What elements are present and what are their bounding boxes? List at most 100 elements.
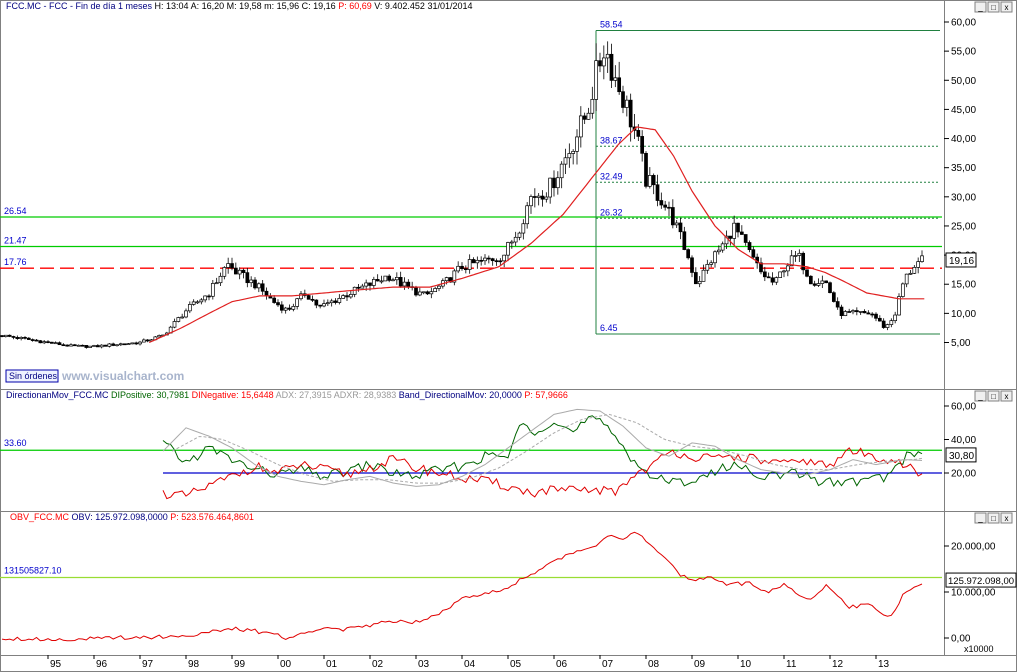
x-tick-label: 07 (602, 659, 614, 670)
window-control-label[interactable]: x (1005, 514, 1009, 523)
candle-body (774, 277, 779, 283)
candle-body (138, 341, 142, 345)
candle-body (578, 115, 583, 138)
candle-body (72, 344, 77, 347)
window-control-button[interactable] (974, 1, 987, 13)
candle-body (644, 152, 648, 187)
last-value-label: 125.972.098,00 (948, 576, 1014, 587)
candle-body (862, 311, 867, 314)
window-control-label[interactable]: x (1005, 392, 1009, 401)
candle-body (701, 269, 706, 282)
candle-body (118, 343, 123, 346)
window-control-button[interactable] (1000, 512, 1013, 524)
candle-body (19, 336, 24, 339)
candle-body (233, 267, 238, 275)
candle-body (663, 204, 668, 208)
indicator1-field-1: DIPositive: 30,7981 (111, 390, 192, 400)
candle-body (866, 312, 871, 315)
candle-body (678, 222, 683, 233)
x-tick-label: 99 (234, 659, 246, 670)
candle-body (502, 254, 507, 262)
candle-body (264, 290, 269, 297)
candle-body (778, 271, 783, 278)
y-tick-label: 35,00 (951, 163, 976, 174)
candle-body (674, 222, 679, 226)
candle-body (279, 304, 284, 311)
window-control-button[interactable] (987, 1, 1000, 13)
candle-body (552, 177, 556, 189)
candle-body (437, 285, 441, 289)
candle-body (820, 280, 825, 284)
window-control-label[interactable]: □ (991, 514, 996, 523)
window-control-label[interactable]: □ (991, 392, 996, 401)
x-tick-label: 00 (280, 659, 292, 670)
x-tick-label: 08 (648, 659, 660, 670)
candle-body (111, 343, 116, 346)
window-control-label[interactable]: □ (991, 3, 996, 12)
indicator1-field-3: ADX: 27,3915 (276, 390, 334, 400)
candle-body (80, 344, 85, 347)
x-tick-label: 02 (372, 659, 384, 670)
candle-body (808, 275, 813, 285)
candle-body (92, 345, 96, 347)
candle-body (655, 184, 660, 201)
window-control-button[interactable] (987, 512, 1000, 524)
candle-body (42, 341, 47, 344)
indicator1-field-4: ADXR: 28,9383 (334, 390, 399, 400)
series-line-obv (1, 531, 923, 642)
y-tick-label: 10,00 (951, 309, 976, 320)
candle-body (812, 283, 817, 286)
window-control-label[interactable]: _ (977, 392, 983, 401)
candle-body (762, 271, 767, 278)
indicator1-field-0: DirectionanMov_FCC.MC (6, 390, 111, 400)
window-control-label[interactable]: _ (977, 3, 983, 12)
candle-body (199, 299, 204, 303)
candle-body (222, 267, 227, 277)
window-control-button[interactable] (974, 512, 987, 524)
candle-body (15, 337, 20, 339)
obv-level-label: 131505827.10 (4, 566, 62, 576)
candle-body (23, 336, 27, 339)
window-control-button[interactable] (1000, 390, 1013, 402)
candle-body (785, 265, 790, 272)
candle-body (877, 317, 882, 322)
window-control-button[interactable] (1000, 1, 1013, 13)
candle-body (283, 307, 288, 311)
candle-body (870, 313, 875, 316)
fib-level-label: 26.32 (600, 207, 623, 217)
candle-body (394, 277, 399, 281)
candle-body (601, 57, 606, 67)
window-control-label[interactable]: _ (977, 514, 983, 523)
candle-body (69, 344, 73, 347)
candle-body (130, 342, 135, 345)
candle-body (736, 222, 740, 233)
candle-body (364, 282, 369, 287)
candle-body (383, 275, 388, 282)
window-control-button[interactable] (987, 390, 1000, 402)
watermark: www.visualchart.com (61, 369, 184, 383)
candle-body (295, 298, 300, 307)
candle-body (720, 243, 725, 251)
window-control-label[interactable]: x (1005, 3, 1009, 12)
candle-body (751, 249, 756, 258)
candle-body (789, 255, 794, 267)
sin-ordenes-box[interactable] (5, 369, 59, 383)
candle-body (854, 310, 859, 313)
candle-body (494, 260, 499, 263)
candle-body (575, 136, 579, 152)
candle-body (609, 53, 614, 81)
candle-body (640, 136, 645, 154)
candle-body (272, 297, 277, 303)
candle-body (103, 344, 108, 347)
candle-body (498, 260, 503, 263)
indicator2-header: OBV_FCC.MC OBV: 125.972.098,0000 P: 523.… (10, 512, 254, 522)
candle-body (506, 242, 510, 256)
candle-body (375, 279, 380, 282)
y-tick-label: 0,00 (951, 634, 971, 645)
window-control-button[interactable] (974, 390, 987, 402)
candle-body (322, 303, 326, 307)
candle-body (260, 283, 265, 292)
y-tick-label: 20.000,00 (951, 542, 996, 553)
sin-ordenes-label[interactable]: Sin órdenes (9, 371, 58, 381)
